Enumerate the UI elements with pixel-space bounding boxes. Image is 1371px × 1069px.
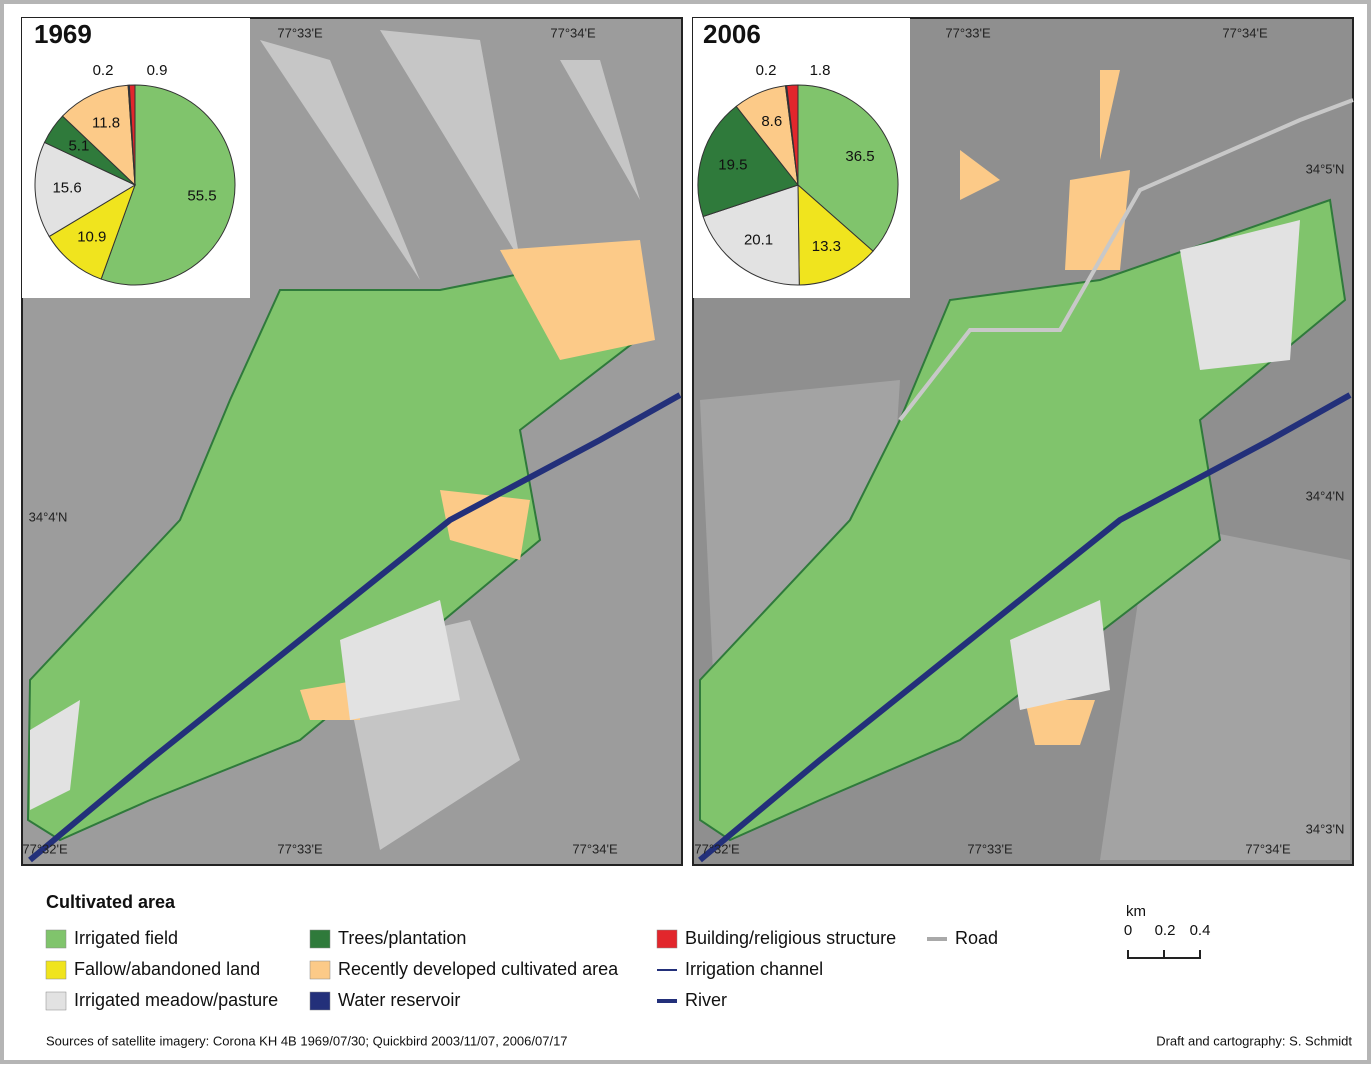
pie-slice xyxy=(48,183,136,280)
legend-swatch xyxy=(45,960,67,980)
legend-label: River xyxy=(685,990,727,1010)
coordinate-label: 34°4'N xyxy=(29,509,68,524)
legend-label: Irrigated meadow/pasture xyxy=(74,990,278,1010)
river xyxy=(698,392,1352,863)
coordinate-label: 34°5'N xyxy=(1306,161,1345,176)
legend-label: Irrigation channel xyxy=(685,959,823,979)
coordinate-label: 34°3'N xyxy=(1306,821,1345,836)
road xyxy=(898,98,1354,422)
coordinate-label: 77°32'E xyxy=(694,841,740,856)
scale-bar xyxy=(1127,950,1201,959)
legend-swatch xyxy=(45,991,67,1011)
legend-swatch xyxy=(309,960,331,980)
pie-label: 0.9 xyxy=(147,62,168,79)
pie-slice xyxy=(786,84,799,186)
pie-slice xyxy=(702,184,800,286)
meadow xyxy=(30,600,460,810)
coordinate-label: 77°33'E xyxy=(945,25,991,40)
panel-year: 2006 xyxy=(703,19,761,49)
panel-year: 1969 xyxy=(34,19,92,49)
pie-slice xyxy=(697,105,799,218)
meadow xyxy=(1010,220,1300,710)
pie-slice xyxy=(797,84,899,252)
valley xyxy=(699,198,1347,842)
pie-slice xyxy=(34,141,137,238)
pie-label: 0.2 xyxy=(756,62,777,79)
legend-swatch xyxy=(309,929,331,949)
scale-label: 0 xyxy=(1124,922,1132,939)
coordinate-label: 77°33'E xyxy=(967,841,1013,856)
legend-label: Fallow/abandoned land xyxy=(74,959,260,979)
pie-label: 0.2 xyxy=(93,62,114,79)
legend-swatch xyxy=(309,991,331,1011)
pie-label: 10.9 xyxy=(77,228,106,245)
pie-slice xyxy=(61,84,136,187)
pie-label: 15.6 xyxy=(52,179,81,196)
pie-label: 5.1 xyxy=(68,138,89,155)
legend-label: Recently developed cultivated area xyxy=(338,959,619,979)
legend-label: Building/religious structure xyxy=(685,928,896,948)
legend-swatch xyxy=(656,929,678,949)
legend-label: Road xyxy=(955,928,998,948)
coordinate-label: 77°32'E xyxy=(22,841,68,856)
pie-slice xyxy=(128,84,136,186)
pie-slice xyxy=(100,84,236,286)
scale-label: 0.2 xyxy=(1155,922,1176,939)
coordinate-label: 34°4'N xyxy=(1306,488,1345,503)
riverbed xyxy=(260,30,640,280)
coordinate-label: 77°34'E xyxy=(550,25,596,40)
legend-swatch xyxy=(45,929,67,949)
legend-title: Cultivated area xyxy=(46,892,176,912)
legend-label: Irrigated field xyxy=(74,928,178,948)
pie-label: 11.8 xyxy=(92,114,120,131)
pie-label: 19.5 xyxy=(718,156,747,173)
new-fields xyxy=(300,240,655,720)
coordinate-label: 77°34'E xyxy=(572,841,618,856)
legend-label: Water reservoir xyxy=(338,990,460,1010)
pie-label: 13.3 xyxy=(812,238,841,255)
legend-label: Trees/plantation xyxy=(338,928,466,948)
scale-unit: km xyxy=(1126,903,1146,920)
coordinate-label: 77°34'E xyxy=(1245,841,1291,856)
coordinate-label: 77°33'E xyxy=(277,841,323,856)
pie-label: 20.1 xyxy=(744,231,773,248)
coordinate-label: 77°33'E xyxy=(277,25,323,40)
sources: Sources of satellite imagery: Corona KH … xyxy=(46,1033,568,1048)
new-fields xyxy=(960,70,1130,745)
pie-label: 1.8 xyxy=(810,62,831,79)
river xyxy=(28,392,682,863)
pie-slice xyxy=(797,183,874,286)
valley xyxy=(26,248,652,842)
pie-label: 36.5 xyxy=(845,148,874,165)
pie-label: 55.5 xyxy=(187,188,216,205)
scale-label: 0.4 xyxy=(1190,922,1211,939)
pie-label: 8.6 xyxy=(761,113,782,130)
credit: Draft and cartography: S. Schmidt xyxy=(1156,1033,1352,1048)
coordinate-label: 77°34'E xyxy=(1222,25,1268,40)
